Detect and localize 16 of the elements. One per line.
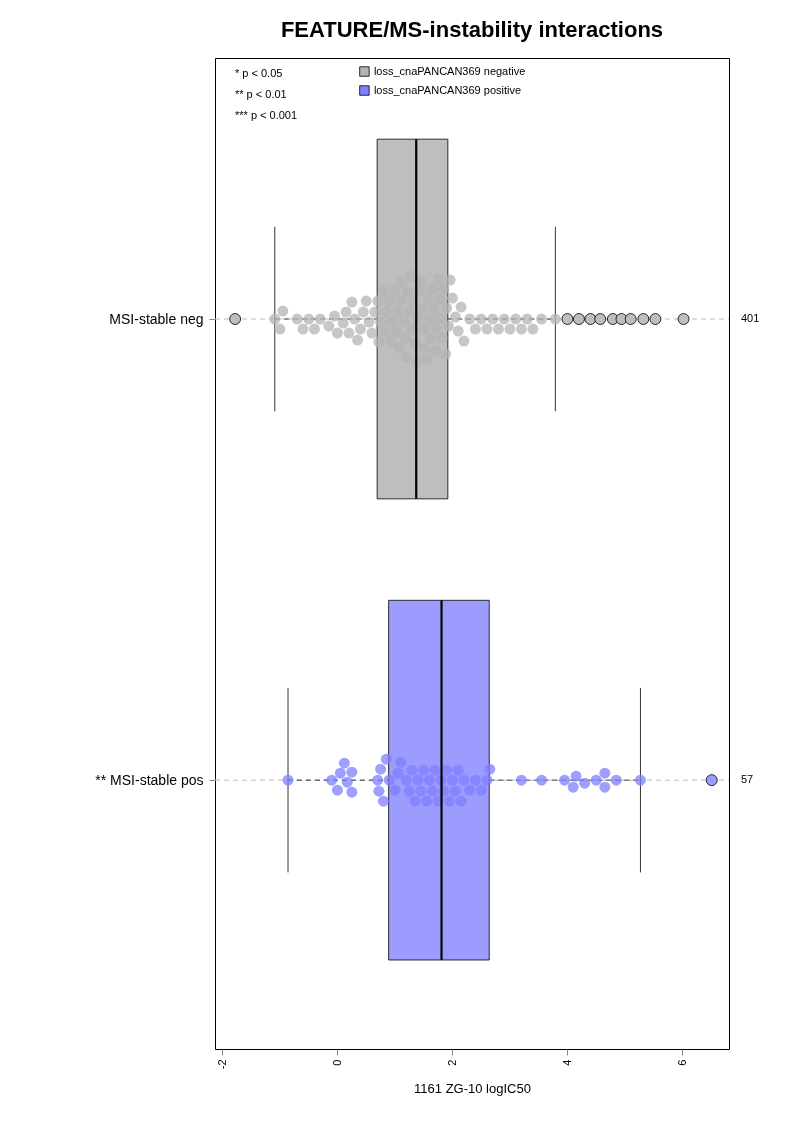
legend-label: loss_cnaPANCAN369 positive bbox=[373, 83, 522, 96]
y-tick-label: ** MSI-stable pos bbox=[95, 771, 204, 788]
x-tick-label: -2 bbox=[215, 1059, 228, 1070]
x-tick-label: 0 bbox=[330, 1059, 343, 1066]
y2-tick-label: 57 bbox=[741, 773, 754, 786]
chart-title: FEATURE/MS-instability interactions bbox=[280, 17, 664, 42]
y-tick-label: MSI-stable neg bbox=[109, 310, 204, 327]
annotation: * p < 0.05 bbox=[235, 67, 283, 79]
x-axis-title: 1161 ZG-10 logIC50 bbox=[414, 1081, 531, 1097]
legend-label: loss_cnaPANCAN369 negative bbox=[373, 64, 526, 77]
x-tick-label: 6 bbox=[675, 1059, 688, 1066]
x-tick-label: 4 bbox=[560, 1059, 573, 1066]
annotation: *** p < 0.001 bbox=[235, 109, 298, 121]
annotation: ** p < 0.01 bbox=[235, 88, 287, 100]
y2-tick-label: 401 bbox=[741, 312, 760, 325]
x-tick-label: 2 bbox=[445, 1059, 458, 1066]
